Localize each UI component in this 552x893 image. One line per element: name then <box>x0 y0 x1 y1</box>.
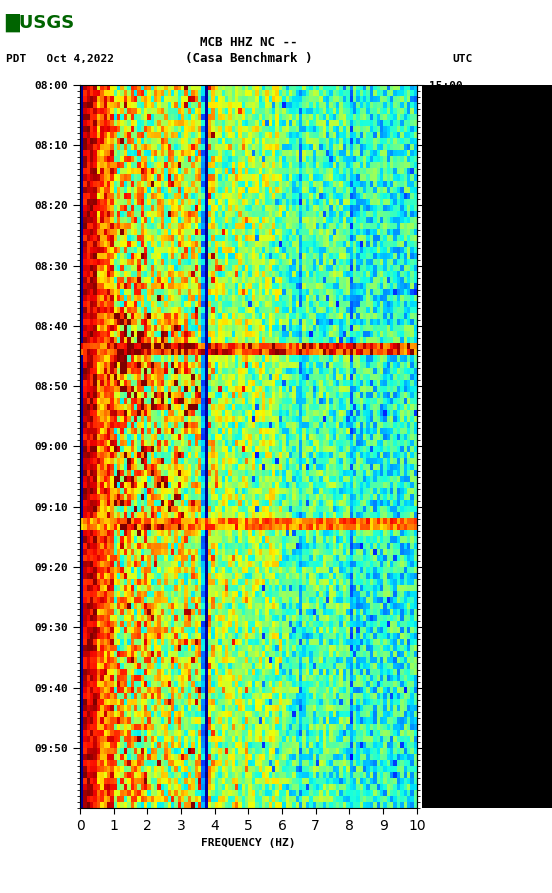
Text: MCB HHZ NC --: MCB HHZ NC -- <box>200 37 297 49</box>
X-axis label: FREQUENCY (HZ): FREQUENCY (HZ) <box>201 839 296 848</box>
Text: PDT   Oct 4,2022: PDT Oct 4,2022 <box>6 54 114 64</box>
Text: █USGS: █USGS <box>6 13 75 32</box>
Text: (Casa Benchmark ): (Casa Benchmark ) <box>185 53 312 65</box>
Text: UTC: UTC <box>453 54 473 64</box>
